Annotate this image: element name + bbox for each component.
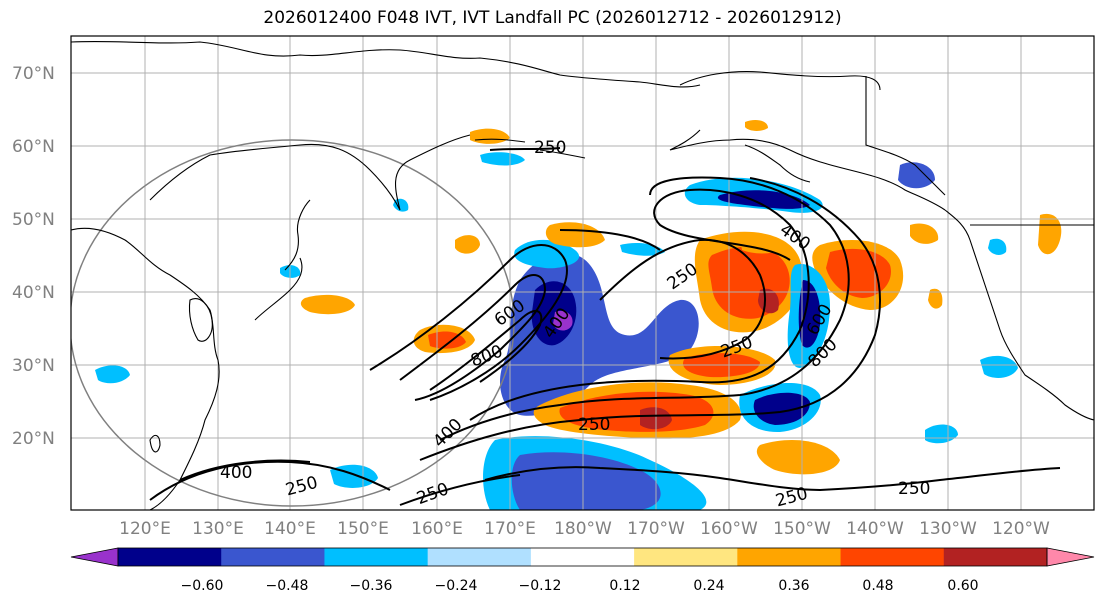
lon-label: 170°W: [627, 519, 685, 539]
colorbar-segment: [427, 548, 532, 566]
lon-label: 170°E: [484, 519, 536, 539]
colorbar-extend-max: [1046, 547, 1095, 567]
colorbar-tick-labels: −0.60 −0.48 −0.36 −0.24 −0.12 0.12 0.24 …: [181, 578, 979, 594]
colorbar-segment: [530, 548, 635, 566]
lon-label: 160°E: [411, 519, 463, 539]
lat-label: 50°N: [12, 210, 55, 230]
lon-label: 180°W: [554, 519, 612, 539]
lon-label: 160°W: [700, 519, 758, 539]
colorbar-segment: [118, 548, 222, 566]
lon-label: 140°E: [264, 519, 316, 539]
longitude-labels: 120°E 130°E 140°E 150°E 160°E 170°E 180°…: [119, 519, 1050, 539]
map-gridlines: [71, 36, 1094, 510]
lon-label: 150°W: [773, 519, 831, 539]
colorbar-extend-min: [70, 547, 119, 567]
colorbar-outline: [117, 547, 1048, 567]
colorbar-tick-label: −0.24: [435, 578, 478, 594]
colorbar-tick-label: −0.36: [350, 578, 393, 594]
ivt-anomaly-fill: [95, 120, 1062, 510]
ivt-contours: [149, 147, 1061, 506]
colorbar-tick-label: −0.48: [266, 578, 309, 594]
contour-label: 250: [534, 138, 566, 158]
colorbar-tick-label: 0.12: [609, 578, 640, 594]
colorbar-tick-label: −0.12: [519, 578, 562, 594]
colorbar-tick-label: 0.60: [947, 578, 978, 594]
lon-label: 120°E: [119, 519, 171, 539]
colorbar-segment: [840, 548, 945, 566]
lat-label: 70°N: [12, 64, 55, 84]
lon-label: 140°W: [846, 519, 904, 539]
colorbar: [70, 547, 1095, 567]
lon-label: 130°E: [192, 519, 244, 539]
colorbar-segment: [221, 548, 325, 566]
colorbar-segment: [324, 548, 429, 566]
lat-label: 40°N: [12, 283, 55, 303]
colorbar-segment: [943, 548, 1048, 566]
latitude-labels: 70°N 60°N 50°N 40°N 30°N 20°N: [12, 64, 55, 449]
contour-label: 250: [898, 479, 930, 499]
coastlines: [71, 40, 1094, 510]
lon-label: 150°E: [337, 519, 389, 539]
lat-label: 20°N: [12, 429, 55, 449]
colorbar-tick-label: 0.36: [778, 578, 809, 594]
map-title: 2026012400 F048 IVT, IVT Landfall PC (20…: [263, 8, 842, 28]
colorbar-segment: [634, 548, 738, 566]
lon-label: 130°W: [919, 519, 977, 539]
colorbar-tick-label: −0.60: [181, 578, 224, 594]
contour-label: 400: [220, 463, 252, 483]
reference-circle: [71, 139, 515, 507]
lat-label: 60°N: [12, 137, 55, 157]
lat-label: 30°N: [12, 356, 55, 376]
colorbar-segment: [737, 548, 842, 566]
contour-label: 250: [578, 415, 610, 435]
colorbar-tick-label: 0.24: [693, 578, 724, 594]
lon-label: 120°W: [992, 519, 1050, 539]
colorbar-tick-label: 0.48: [862, 578, 893, 594]
